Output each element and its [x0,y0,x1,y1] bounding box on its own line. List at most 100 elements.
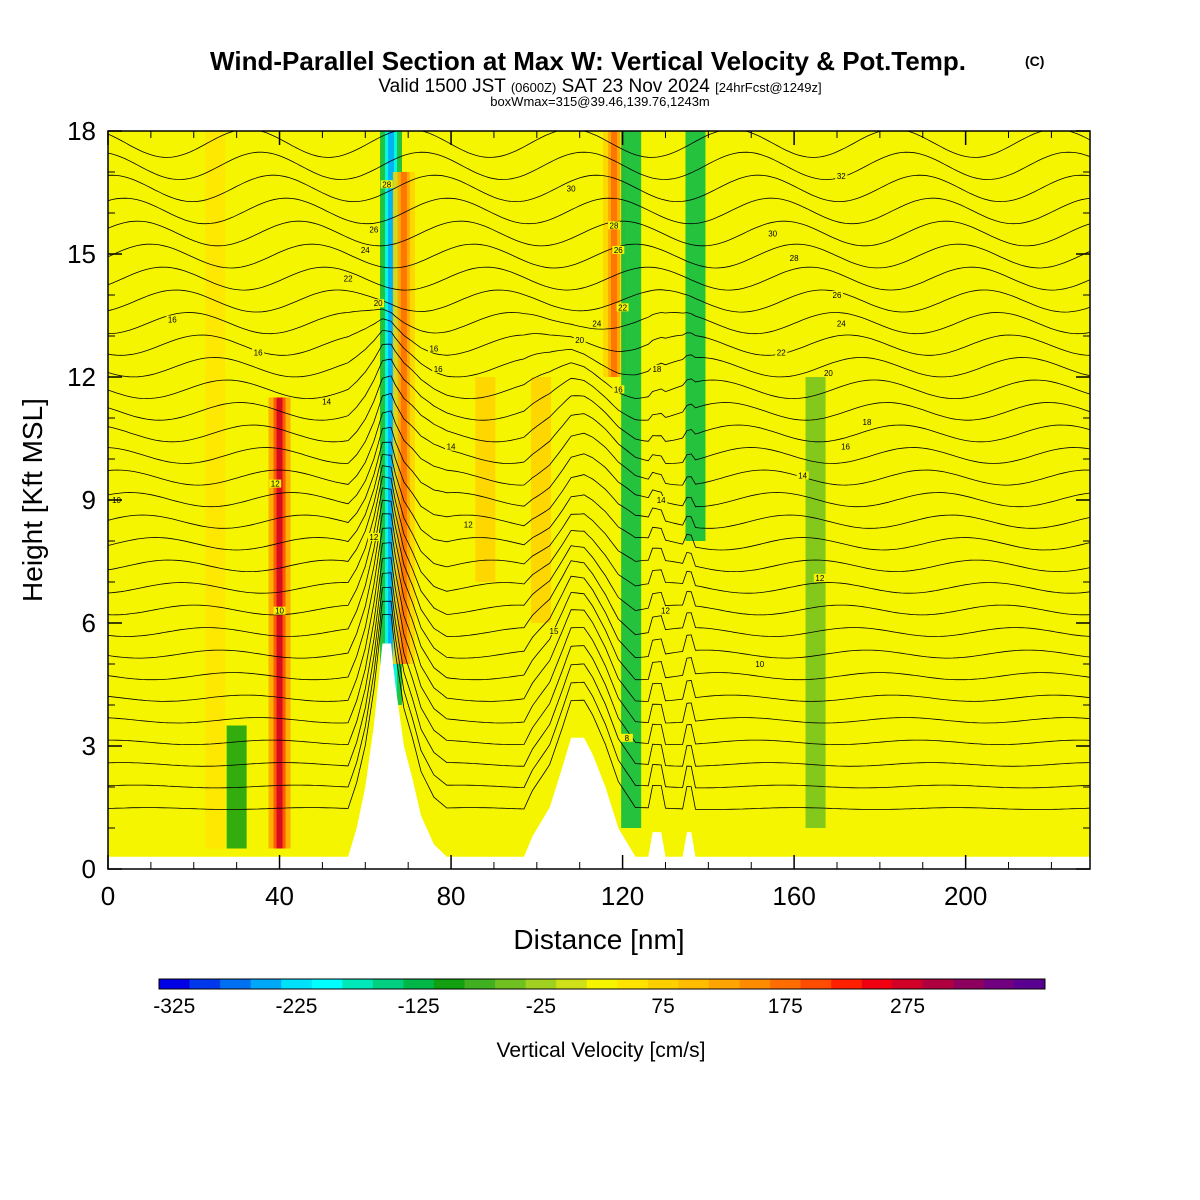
contour-label: 14 [447,443,456,452]
contour-label: 28 [610,221,619,230]
contour-label-bg [462,520,475,529]
w-feature-6-0 [226,725,247,849]
valid-time-label: Valid 1500 JST [378,76,510,97]
y-axis: 0 3 6 9 12 15 18 [67,116,1090,884]
colorbar-swatch [250,979,282,989]
chart-subtitle: Valid 1500 JST (0600Z) SAT 23 Nov 2024 [… [378,76,821,97]
colorbar-swatch [556,979,588,989]
theta-contour-26 [108,220,1090,247]
x-tick-label: 80 [437,881,466,911]
valid-date-label: SAT 23 Nov 2024 [556,76,715,97]
contour-label-bg [427,344,440,353]
contour-label-bg [655,496,668,504]
contour-label: 16 [841,443,850,452]
contour-label: 8 [625,734,630,743]
colorbar-swatch [800,979,832,989]
theta-contour-12 [108,453,1090,551]
y-tick-label: 18 [67,116,96,146]
potential-temperature-contours [108,131,1090,810]
theta-contour-6 [108,527,1090,681]
plot-area: 8101010121212121214141414151616161616161… [108,131,1090,869]
forecast-label: [24hrFcst@1249z] [715,80,821,95]
contour-label: 28 [790,254,799,263]
contour-labels: 8101010121212121214141414151616161616161… [110,172,874,743]
theta-contour-10 [108,476,1090,594]
colorbar-swatch [678,979,710,989]
contour-label: 24 [592,320,601,329]
contour-label: 32 [837,172,846,181]
plot-background [108,131,1090,869]
contour-label-bg [367,225,380,234]
colorbar-swatch [861,979,893,989]
contour-label: 24 [837,320,846,329]
contour-label: 28 [382,180,391,189]
contour-label-bg [753,660,766,668]
colorbar-swatch [189,979,221,989]
x-tick-label: 0 [101,881,115,911]
colorbar-swatch [1014,979,1046,989]
colorbar-swatch [525,979,557,989]
contour-label-bg [342,274,355,283]
colorbar-swatch [770,979,802,989]
colorbar-swatch [464,979,496,989]
contour-label-bg [796,471,809,480]
colorbar-swatch [953,979,985,989]
contour-label-bg [766,229,779,238]
theta-contour-8 [108,499,1090,637]
contour-label-bg [813,573,826,582]
contour-label: 26 [369,225,378,234]
w-feature-1-2 [388,131,395,705]
contour-label-bg [573,336,586,345]
theta-contour-1 [108,600,1090,789]
theta-contour-16 [108,392,1090,464]
theta-contour-30 [108,131,1090,158]
theta-contour-9 [108,487,1090,616]
w-feature-9-0 [805,377,826,828]
terrain [108,643,1090,869]
contour-label: 22 [777,348,786,357]
contour-label-bg [835,172,848,181]
contour-label-bg [861,418,874,427]
y-tick-label: 9 [82,485,96,515]
copyright-mark: (C) [1025,53,1044,69]
colorbar-tick-label: 175 [768,995,803,1018]
contour-label-bg [608,221,621,230]
theta-contour-29 [108,151,1090,180]
contour-label: 14 [322,398,331,407]
colorbar-swatch [922,979,954,989]
theta-contour-15 [108,410,1090,486]
contour-label: 12 [271,480,280,489]
w-feature-4-0 [621,131,642,828]
contour-label-bg [835,319,848,328]
colorbar-swatch [586,979,618,989]
contour-label-bg [445,442,458,451]
contour-label: 15 [550,627,559,636]
colorbar-swatch [220,979,252,989]
contour-label-bg [269,479,282,488]
theta-contour-0 [108,614,1090,810]
contour-label: 26 [833,291,842,300]
colorbar-swatch [311,979,343,989]
y-axis-label: Height [Kft MSL] [17,398,48,602]
colorbar-tick-label: 75 [651,995,674,1018]
contour-label: 12 [815,574,824,583]
theta-contour-5 [108,542,1090,702]
x-tick-label: 200 [944,881,987,911]
colorbar-swatch [708,979,740,989]
contour-label-bg [839,442,852,451]
colorbar-swatch [433,979,466,989]
theta-contour-25 [108,243,1090,269]
contour-label: 18 [652,365,661,374]
contour-label: 24 [361,246,370,255]
utc-time-label: (0600Z) [511,80,557,95]
theta-contour-3 [108,572,1090,746]
contour-label-bg [367,532,380,541]
box-wmax-label: boxWmax=315@39.46,139.76,1243m [490,94,710,109]
contour-label-bg [252,348,265,357]
colorbar-swatch [831,979,863,989]
contour-label-bg [659,606,672,615]
theta-contour-20 [108,329,1090,378]
theta-contour-23 [108,289,1090,313]
w-feature-10-0 [955,131,976,828]
